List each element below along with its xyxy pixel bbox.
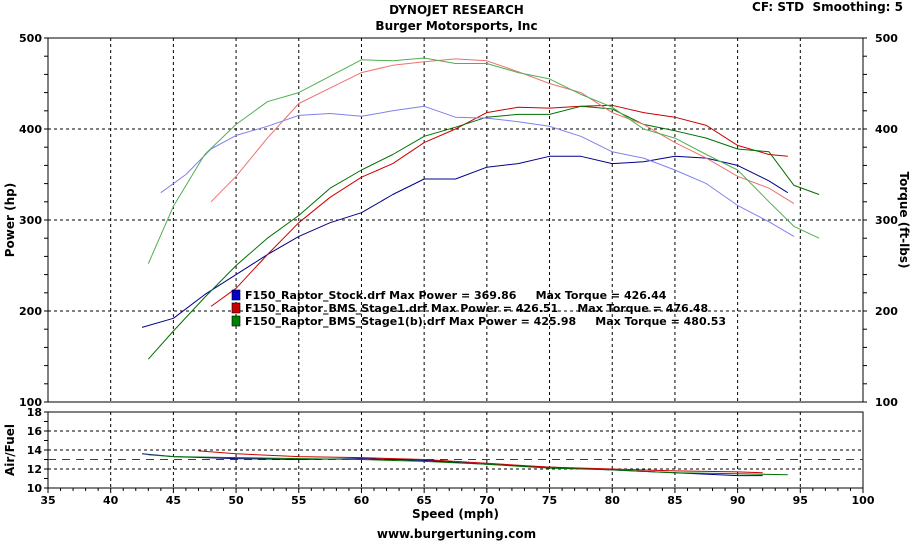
torque-curve-2 xyxy=(210,58,795,205)
y2-tick-label: 500 xyxy=(875,32,898,45)
y2-axis-label: Torque (ft-lbs) xyxy=(897,172,911,269)
x-axis-label: Speed (mph) xyxy=(412,507,499,521)
x-tick-label: 65 xyxy=(416,494,431,507)
af-tick-label: 16 xyxy=(27,425,43,438)
chart-title: DYNOJET RESEARCH xyxy=(389,3,524,17)
af-axis-label: Air/Fuel xyxy=(3,424,17,476)
airfuel-curve-3 xyxy=(148,454,788,476)
y2-tick-label: 100 xyxy=(875,396,898,409)
x-tick-label: 35 xyxy=(40,494,55,507)
power-curve-2 xyxy=(210,104,788,307)
x-tick-label: 85 xyxy=(667,494,682,507)
footer-url: www.burgertuning.com xyxy=(376,527,537,541)
x-tick-label: 45 xyxy=(166,494,181,507)
af-tick-label: 18 xyxy=(27,406,42,419)
af-tick-label: 14 xyxy=(27,444,43,457)
legend-entry: F150_Raptor_BMS_Stage1(b).drf Max Power … xyxy=(245,315,726,328)
y-tick-label: 400 xyxy=(19,123,42,136)
af-tick-label: 12 xyxy=(27,463,42,476)
torque-curve-3 xyxy=(147,57,820,264)
y2-tick-label: 300 xyxy=(875,214,898,227)
x-tick-label: 75 xyxy=(542,494,557,507)
legend-swatch xyxy=(231,302,241,314)
y-tick-label: 100 xyxy=(19,396,42,409)
x-tick-label: 95 xyxy=(793,494,808,507)
power-curve-3 xyxy=(147,105,820,360)
x-tick-label: 60 xyxy=(354,494,370,507)
y2-tick-label: 400 xyxy=(875,123,898,136)
y-axis-label: Power (hp) xyxy=(3,183,17,257)
y2-tick-label: 200 xyxy=(875,305,898,318)
y-tick-label: 300 xyxy=(19,214,42,227)
af-tick-label: 10 xyxy=(27,482,43,495)
dyno-settings: CF: STD Smoothing: 5 xyxy=(752,0,903,14)
legend-swatch xyxy=(231,315,241,327)
legend-entry: F150_Raptor_Stock.drf Max Power = 369.86… xyxy=(245,289,667,302)
legend-entry: F150_Raptor_BMS_Stage1.drf Max Power = 4… xyxy=(245,302,708,315)
chart-subtitle: Burger Motorsports, Inc xyxy=(375,19,538,33)
x-tick-label: 80 xyxy=(605,494,621,507)
x-tick-label: 50 xyxy=(228,494,244,507)
power-curve-1 xyxy=(141,155,789,328)
x-tick-label: 90 xyxy=(730,494,746,507)
torque-curve-1 xyxy=(160,105,795,237)
x-tick-label: 55 xyxy=(291,494,306,507)
legend-swatch xyxy=(231,289,241,301)
x-tick-label: 70 xyxy=(479,494,495,507)
x-tick-label: 100 xyxy=(852,494,875,507)
airfuel-curve-2 xyxy=(198,450,763,474)
y-tick-label: 500 xyxy=(19,32,42,45)
y-tick-label: 200 xyxy=(19,305,42,318)
x-tick-label: 40 xyxy=(103,494,119,507)
